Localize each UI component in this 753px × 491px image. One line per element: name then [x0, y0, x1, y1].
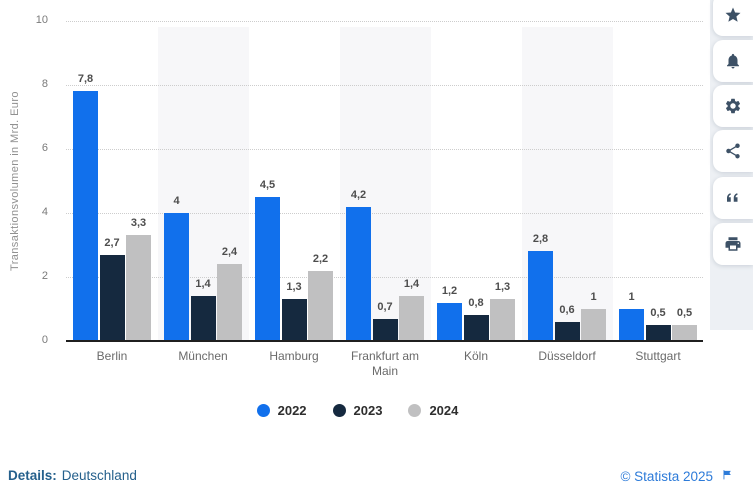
legend-swatch-2023: [332, 404, 346, 417]
y-tick-label: 6: [41, 142, 48, 154]
x-axis-line: [66, 340, 703, 342]
bar-value-label: 2,7: [104, 236, 120, 249]
bar-value-label: 2,2: [312, 252, 329, 265]
bar-2022-stuttgart[interactable]: [619, 309, 644, 341]
bar-2024-stuttgart[interactable]: [672, 325, 697, 341]
print-icon: [724, 235, 742, 253]
bar-2022-berlin[interactable]: [73, 91, 98, 341]
legend-item-2024[interactable]: 2024: [408, 403, 458, 418]
bar-2022-hamburg[interactable]: [255, 197, 280, 341]
settings-gear-button[interactable]: [713, 85, 753, 127]
settings-gear-icon: [724, 97, 742, 115]
y-tick-label: 0: [41, 334, 48, 346]
bar-value-label: 4: [173, 195, 180, 207]
bar-2023-m-nchen[interactable]: [190, 296, 216, 341]
bar-value-label: 7,8: [77, 73, 94, 86]
bar-2024-k-ln[interactable]: [490, 299, 515, 341]
bar-2023-berlin[interactable]: [99, 254, 125, 341]
bar-value-label: 4,5: [259, 179, 276, 191]
bar-2023-k-ln[interactable]: [463, 315, 489, 341]
bar-2023-d-sseldorf[interactable]: [554, 321, 580, 341]
cite-quote-button[interactable]: [713, 177, 753, 219]
bar-value-label: 1,2: [441, 284, 458, 297]
legend-item-2023[interactable]: 2023: [332, 403, 383, 418]
bar-value-label: 1: [590, 291, 597, 303]
x-axis-label: Köln: [463, 349, 489, 363]
bar-2022-k-ln[interactable]: [437, 302, 462, 341]
share-button[interactable]: [713, 130, 753, 172]
gridline: [66, 85, 703, 86]
bar-value-label: 1,3: [494, 281, 511, 294]
gridline: [66, 149, 703, 150]
bar-2024-m-nchen[interactable]: [217, 264, 242, 341]
details-label: Details:: [8, 468, 57, 483]
bar-2024-d-sseldorf[interactable]: [581, 309, 606, 341]
report-flag-icon[interactable]: [720, 467, 733, 485]
gridline: [66, 21, 703, 22]
favorite-star-icon: [724, 6, 742, 24]
y-tick-label: 2: [41, 270, 48, 282]
statista-copyright-link[interactable]: © Statista 2025: [620, 467, 733, 485]
print-button[interactable]: [713, 223, 753, 265]
x-axis-label: Düsseldorf: [538, 349, 596, 363]
bar-value-label: 0,5: [676, 307, 693, 319]
y-tick-label: 8: [41, 78, 48, 90]
bar-value-label: 4,2: [350, 188, 367, 201]
legend-label: 2023: [353, 403, 383, 418]
legend-swatch-2024: [408, 404, 422, 417]
details-text: Details: Deutschland: [8, 468, 137, 483]
chart-legend: 2022 2023 2024: [0, 403, 715, 418]
bar-value-label: 0,8: [468, 297, 484, 310]
bar-value-label: 0,5: [650, 307, 666, 319]
bar-2023-frankfurt-am-main[interactable]: [372, 318, 398, 341]
bar-2024-berlin[interactable]: [126, 235, 151, 341]
bar-2022-frankfurt-am-main[interactable]: [346, 206, 371, 341]
x-axis-label: München: [178, 349, 228, 363]
legend-swatch-2022: [256, 404, 270, 417]
x-axis-label: Stuttgart: [635, 349, 681, 363]
gridline: [66, 277, 703, 278]
x-axis-label: Berlin: [96, 349, 128, 363]
legend-item-2022[interactable]: 2022: [256, 403, 307, 418]
x-axis-label: Frankfurt am Main: [350, 349, 419, 378]
legend-label: 2024: [429, 403, 459, 418]
y-axis-title: Transaktionsvolumen in Mrd. Euro: [9, 91, 21, 271]
bar-2023-stuttgart[interactable]: [645, 325, 671, 341]
bar-2024-hamburg[interactable]: [308, 270, 333, 341]
bar-2023-hamburg[interactable]: [281, 299, 307, 341]
x-axis-label: Hamburg: [269, 349, 319, 363]
bar-2022-d-sseldorf[interactable]: [528, 251, 553, 341]
share-icon: [724, 142, 742, 160]
favorite-star-button[interactable]: [713, 0, 753, 36]
y-tick-label: 10: [35, 14, 48, 26]
bar-2022-m-nchen[interactable]: [164, 213, 189, 341]
bar-value-label: 2,4: [221, 246, 238, 259]
details-value: Deutschland: [61, 468, 137, 483]
y-tick-label: 4: [41, 206, 48, 218]
notification-bell-button[interactable]: [713, 40, 753, 82]
bar-value-label: 2,8: [532, 233, 549, 246]
notification-bell-icon: [724, 52, 742, 70]
bar-value-label: 0,6: [559, 303, 575, 316]
legend-label: 2022: [277, 403, 307, 418]
bar-2024-frankfurt-am-main[interactable]: [399, 296, 424, 341]
copyright-text: © Statista 2025: [620, 468, 713, 484]
bar-value-label: 1,4: [195, 278, 211, 291]
cite-quote-icon: [724, 189, 742, 207]
gridline: [66, 213, 703, 214]
bar-value-label: 1: [628, 291, 635, 303]
bar-value-label: 3,3: [130, 217, 147, 230]
bar-value-label: 0,7: [377, 300, 393, 313]
bar-value-label: 1,4: [403, 278, 420, 291]
bar-value-label: 1,3: [286, 281, 302, 294]
